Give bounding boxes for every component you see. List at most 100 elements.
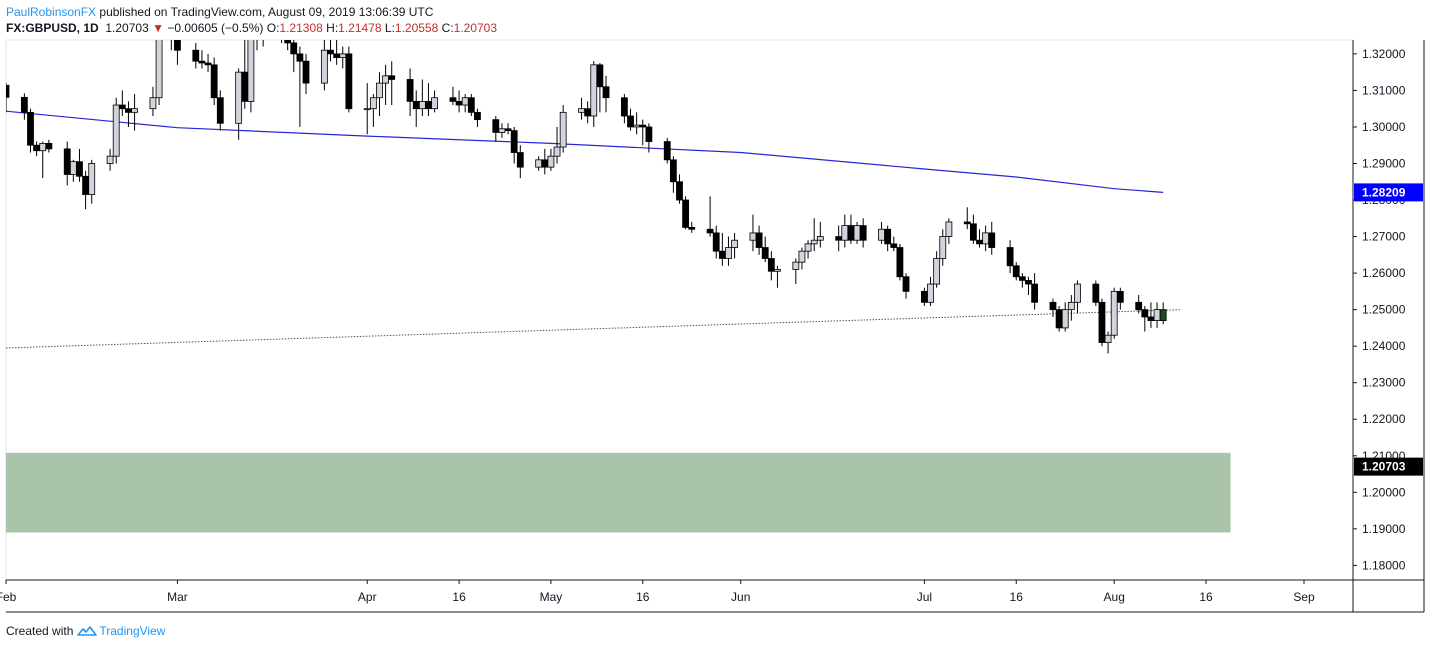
candle-body[interactable] <box>155 36 163 99</box>
candle-body[interactable] <box>260 28 266 32</box>
author-link[interactable]: PaulRobinsonFX <box>6 5 97 19</box>
symbol-label[interactable]: FX:GBPUSD, 1D <box>6 21 99 35</box>
candle-body[interactable] <box>645 126 653 142</box>
candle-body[interactable] <box>890 243 898 248</box>
candle-body[interactable] <box>345 53 353 110</box>
candle-body[interactable] <box>602 86 610 99</box>
trendline[interactable] <box>5 309 1182 349</box>
candle-body[interactable] <box>939 236 947 259</box>
candle-body[interactable] <box>1153 309 1161 321</box>
candle-body[interactable] <box>663 141 671 161</box>
candle-body[interactable] <box>1159 309 1167 321</box>
candle-body[interactable] <box>1012 265 1020 278</box>
candle-body[interactable] <box>369 97 377 110</box>
candle-body[interactable] <box>33 144 41 152</box>
candle-body[interactable] <box>804 243 812 252</box>
candle-body[interactable] <box>902 276 910 292</box>
candle-body[interactable] <box>988 232 996 248</box>
candle-body[interactable] <box>1049 301 1057 311</box>
candle-body[interactable] <box>174 39 181 51</box>
candle-body[interactable] <box>168 28 174 39</box>
candle-body[interactable] <box>541 159 549 168</box>
candle-body[interactable] <box>467 97 475 113</box>
support-zone[interactable] <box>6 452 1231 533</box>
tradingview-logo-icon[interactable] <box>77 625 98 637</box>
candle-body[interactable] <box>449 97 457 102</box>
candle-body[interactable] <box>192 49 200 62</box>
candle-body[interactable] <box>982 232 990 245</box>
candle-body[interactable] <box>498 128 506 133</box>
candle-body[interactable] <box>774 269 781 272</box>
candle-body[interactable] <box>82 175 89 195</box>
candle-body[interactable] <box>106 155 114 164</box>
candle-body[interactable] <box>749 232 757 241</box>
candle-body[interactable] <box>216 97 224 124</box>
candle-body[interactable] <box>39 142 47 152</box>
candle-body[interactable] <box>853 225 861 241</box>
candle-body[interactable] <box>235 71 243 124</box>
candle-body[interactable] <box>578 108 585 113</box>
candle-body[interactable] <box>1141 309 1149 318</box>
candle-body[interactable] <box>847 225 855 241</box>
candle-body[interactable] <box>474 111 481 121</box>
candle-body[interactable] <box>247 10 255 102</box>
candle-body[interactable] <box>125 108 132 113</box>
candle-body[interactable] <box>945 221 953 237</box>
candle-body[interactable] <box>461 97 469 106</box>
candle-body[interactable] <box>284 36 292 44</box>
candle-body[interactable] <box>425 100 432 110</box>
candle-body[interactable] <box>88 163 96 195</box>
candle-body[interactable] <box>204 62 212 66</box>
candle-body[interactable] <box>112 104 120 157</box>
candle-body[interactable] <box>731 239 738 248</box>
candle-body[interactable] <box>535 159 543 168</box>
candle-body[interactable] <box>963 221 971 225</box>
candle-body[interactable] <box>198 60 206 64</box>
candle-body[interactable] <box>45 142 53 150</box>
candle-body[interactable] <box>149 97 157 110</box>
candle-body[interactable] <box>676 181 683 201</box>
candle-body[interactable] <box>241 71 249 102</box>
candle-body[interactable] <box>927 283 934 303</box>
candle-body[interactable] <box>669 159 677 183</box>
candle-body[interactable] <box>1018 276 1026 281</box>
candle-body[interactable] <box>835 236 843 241</box>
candle-body[interactable] <box>1031 283 1039 303</box>
candle-body[interactable] <box>333 53 341 58</box>
candle-body[interactable] <box>339 53 347 58</box>
candle-body[interactable] <box>388 75 396 80</box>
candle-body[interactable] <box>590 64 598 117</box>
candle-body[interactable] <box>210 64 218 99</box>
candle-body[interactable] <box>547 155 555 168</box>
candle-body[interactable] <box>706 228 714 234</box>
candle-body[interactable] <box>504 128 512 132</box>
candle-body[interactable] <box>859 225 867 241</box>
candle-body[interactable] <box>896 247 904 278</box>
candle-body[interactable] <box>933 258 941 285</box>
candle-body[interactable] <box>516 152 524 168</box>
candle-body[interactable] <box>327 49 334 55</box>
candle-body[interactable] <box>682 199 690 228</box>
candle-body[interactable] <box>492 119 500 133</box>
candle-body[interactable] <box>816 236 824 241</box>
candle-body[interactable] <box>455 100 463 106</box>
candle-body[interactable] <box>162 28 168 35</box>
candle-body[interactable] <box>63 148 71 175</box>
moving-average-line[interactable] <box>6 110 1164 193</box>
candle-body[interactable] <box>290 42 298 55</box>
candle-body[interactable] <box>627 115 634 128</box>
candle-body[interactable] <box>1025 280 1032 285</box>
candle-body[interactable] <box>296 53 304 62</box>
candle-body[interactable] <box>27 111 34 146</box>
candle-body[interactable] <box>279 28 285 35</box>
candle-body[interactable] <box>633 124 641 128</box>
candle-body[interactable] <box>792 261 800 270</box>
candle-body[interactable] <box>302 60 310 84</box>
candle-body[interactable] <box>755 232 763 248</box>
candle-body[interactable] <box>382 75 390 84</box>
candle-body[interactable] <box>431 97 438 110</box>
candle-body[interactable] <box>884 228 892 245</box>
candle-body[interactable] <box>1110 290 1118 336</box>
candle-body[interactable] <box>376 82 383 99</box>
candle-body[interactable] <box>412 100 420 110</box>
